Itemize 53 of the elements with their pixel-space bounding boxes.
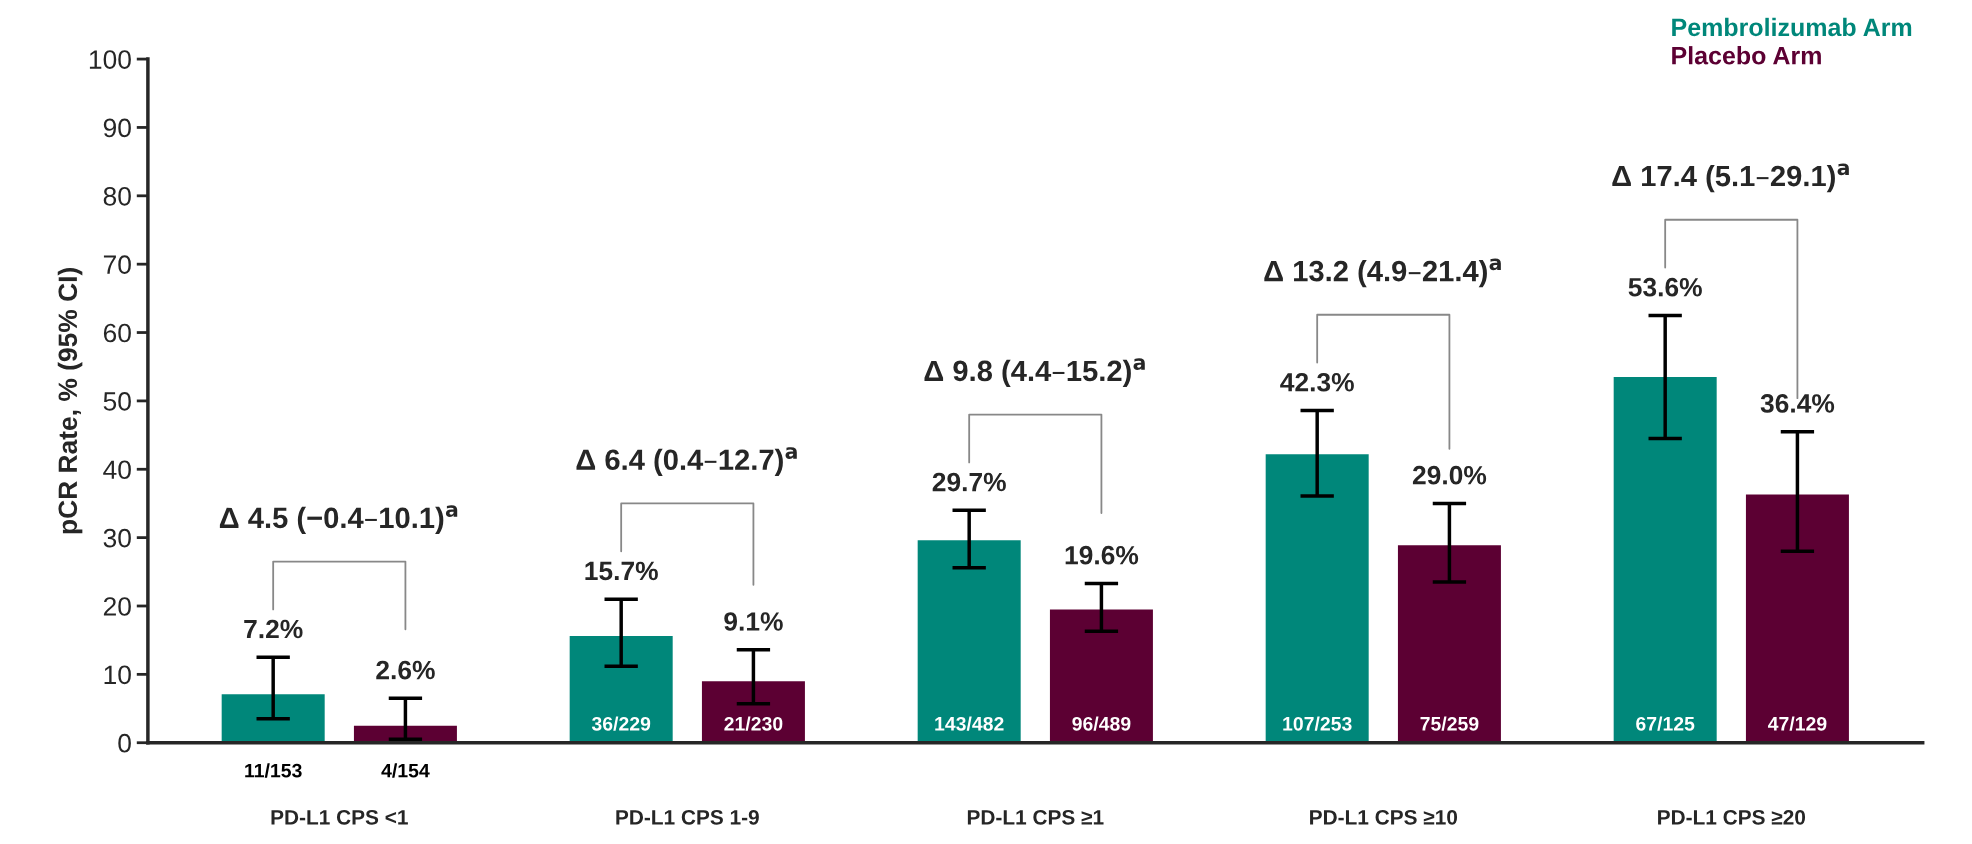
y-tick-label: 90 bbox=[103, 118, 131, 138]
bar bbox=[1048, 608, 1155, 743]
annotation: 96/489 bbox=[1072, 716, 1131, 731]
bar bbox=[916, 538, 1023, 743]
bar bbox=[700, 679, 807, 743]
x-tick-label: PD-L1 CPS ≥1 bbox=[967, 809, 1104, 825]
x-tick-label: PD-L1 CPS <1 bbox=[271, 809, 408, 825]
bar bbox=[568, 634, 675, 743]
x-tick-label: PD-L1 CPS 1-9 bbox=[616, 809, 759, 825]
data-label: 29.0% bbox=[1412, 465, 1487, 485]
annotation: 107/253 bbox=[1283, 716, 1352, 731]
annotation: 75/259 bbox=[1420, 716, 1479, 731]
data-label: 29.7% bbox=[932, 472, 1006, 492]
bar bbox=[1744, 493, 1851, 743]
data-label: 53.6% bbox=[1628, 277, 1702, 297]
annotation: 67/125 bbox=[1636, 716, 1695, 731]
y-tick-label: 0 bbox=[118, 733, 131, 753]
text: 4/154 bbox=[381, 763, 430, 778]
data-label: 19.6% bbox=[1065, 545, 1139, 565]
annotation: 36/229 bbox=[591, 716, 651, 731]
y-tick-label: 70 bbox=[103, 255, 131, 274]
bar bbox=[1264, 452, 1371, 743]
y-tick-label: 100 bbox=[89, 50, 131, 69]
annotation: 21/230 bbox=[724, 716, 783, 731]
data-label: 9.1% bbox=[724, 612, 783, 631]
text: 11/153 bbox=[245, 763, 302, 778]
annotation: Δ 9.8 (4.4–15.2)$^{a}$ bbox=[924, 358, 1145, 387]
y-tick-label: 50 bbox=[103, 392, 131, 411]
text: Placebo Arm bbox=[1672, 46, 1821, 65]
y-tick-label: 40 bbox=[103, 460, 131, 480]
x-tick-label: PD-L1 CPS ≥20 bbox=[1658, 809, 1806, 825]
y-axis-title: pCR Rate, % (95% CI) bbox=[57, 268, 83, 534]
annotation: Δ 17.4 (5.1–29.1)$^{a}$ bbox=[1612, 163, 1849, 193]
x-tick-label: PD-L1 CPS ≥10 bbox=[1310, 809, 1458, 825]
bar bbox=[220, 692, 327, 743]
annotation: 143/482 bbox=[935, 716, 1004, 731]
annotation: Δ 4.5 (−0.4–10.1)$^{a}$ bbox=[219, 505, 458, 534]
data-label: 36.4% bbox=[1760, 394, 1835, 413]
annotation: 47/129 bbox=[1767, 716, 1827, 731]
y-tick-label: 20 bbox=[103, 597, 131, 616]
data-label: 15.7% bbox=[585, 561, 658, 581]
y-tick-label: 60 bbox=[103, 323, 131, 343]
y-tick-label: 30 bbox=[103, 528, 131, 548]
data-label: 2.6% bbox=[376, 660, 435, 680]
annotation: Δ 13.2 (4.9–21.4)$^{a}$ bbox=[1264, 258, 1501, 288]
data-label: 42.3% bbox=[1280, 372, 1354, 392]
annotation: Δ 6.4 (0.4–12.7)$^{a}$ bbox=[576, 447, 797, 476]
data-label: 7.2% bbox=[244, 619, 303, 639]
bar bbox=[1612, 375, 1719, 743]
y-tick-label: 80 bbox=[103, 186, 131, 206]
bar bbox=[1396, 543, 1503, 743]
y-tick-label: 10 bbox=[104, 665, 131, 685]
text: Pembrolizumab Arm bbox=[1672, 17, 1912, 37]
